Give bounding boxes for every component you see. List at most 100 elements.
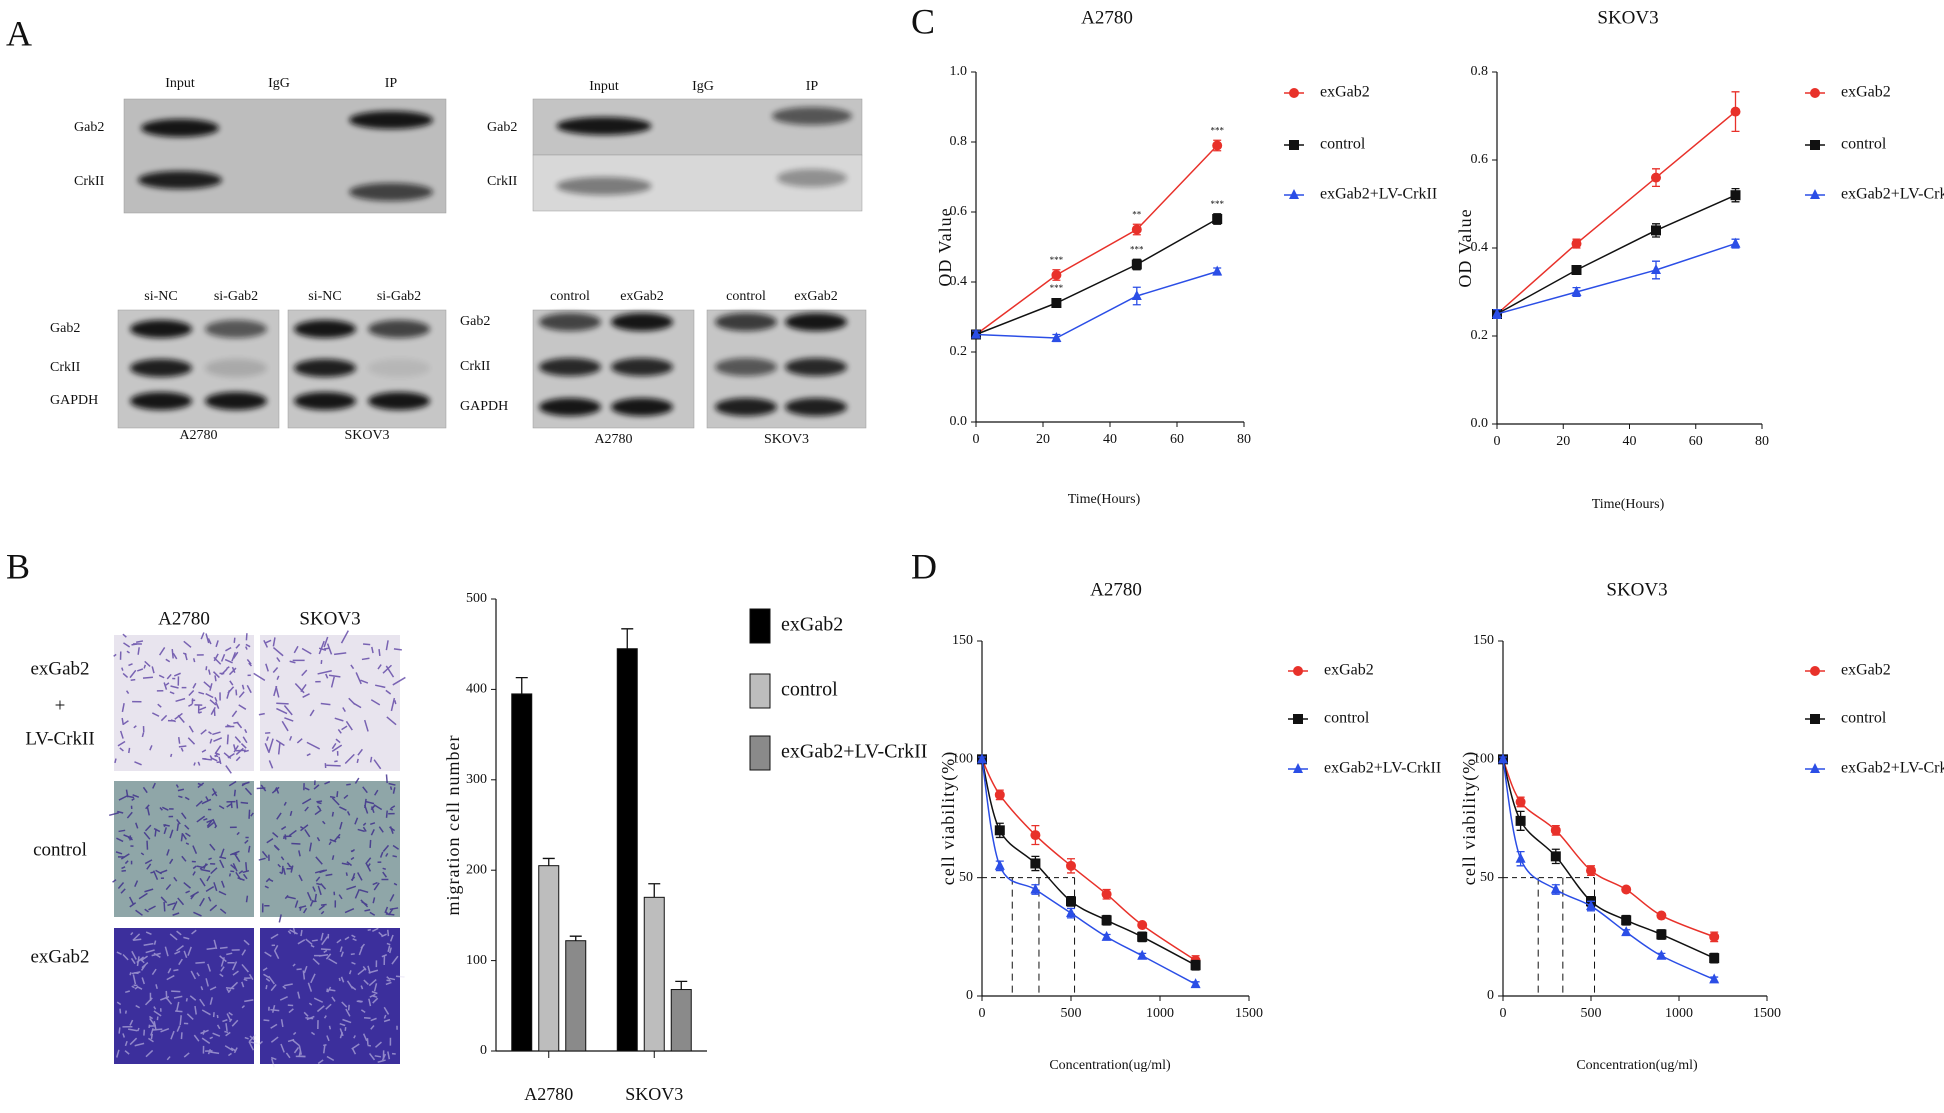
micrograph-cell [231,652,237,662]
micrograph-cell [212,1032,221,1037]
micrograph-cell [386,976,391,981]
micrograph-cell [220,880,225,888]
micrograph-cell [167,902,176,907]
x-tick-label: 500 [1061,1006,1082,1021]
micrograph-cell [276,657,281,663]
micrograph-cell [266,838,274,844]
micrograph-cell [369,839,372,848]
micrograph-cell [149,1015,154,1020]
micrograph-cell [207,638,212,645]
micrograph-cell [160,896,168,904]
y-tick-label: 0.2 [1471,328,1489,343]
micrograph-cell [289,929,298,935]
micrograph-cell [228,873,232,877]
legend-swatch [749,673,771,709]
micrograph-cell [118,1027,121,1034]
error-bar [515,676,528,694]
micrograph-cell [244,839,249,844]
micrograph-cell [233,789,236,797]
panel-letter: D [911,546,937,586]
micrograph-cell [134,986,139,990]
micrograph-cell [158,647,166,656]
micrograph-cell [367,965,371,974]
micrograph-cell [177,897,185,906]
micrograph-cell [353,702,362,709]
micrograph-cell [342,1018,352,1024]
micrograph-cell [359,889,369,894]
micrograph-cell [227,988,232,994]
micrograph-cell [225,1031,231,1037]
micrograph-cell [215,701,220,709]
micrograph-cell [392,676,406,686]
micrograph-cell [122,672,129,678]
micrograph-cell [246,684,252,694]
micrograph-cell [310,973,316,984]
micrograph-cell [371,646,374,654]
micrograph-cell [308,842,313,852]
micrograph-row-label: LV-CrkII [25,728,94,749]
series-line [975,270,1218,339]
micrograph-cell [219,908,227,915]
micrograph-cell [138,892,148,900]
micrograph-cell [178,958,183,966]
micrograph-cell [242,736,248,744]
micrograph-cell [265,663,269,672]
micrograph-cell [225,987,235,990]
micrograph-cell [345,1008,351,1017]
micrograph-cell [144,660,151,667]
micrograph-cell [373,804,383,811]
data-point [1586,865,1596,876]
micrograph-cell [231,666,236,674]
micrograph-cell [178,795,183,799]
micrograph-cell [314,893,318,901]
micrograph-cell [219,856,227,860]
micrograph-cell [129,1019,134,1026]
micrograph-cell [385,810,388,818]
significance-label: *** [1130,245,1144,255]
legend-label: exGab2+LV-CrkII [1324,760,1441,777]
micrograph-cell [209,1036,214,1040]
micrograph-cell [213,737,223,743]
micrograph-cell [326,1035,330,1042]
y-axis-label: OD Value [935,207,955,286]
blot-column-label: IP [806,79,819,94]
micrograph-texture [256,774,400,923]
legend-marker [1289,140,1299,150]
micrograph-cell [320,702,331,706]
data-point [1137,931,1148,942]
series-line [1496,111,1736,315]
micrograph-cell [122,720,129,725]
micrograph-cell [388,782,396,786]
data-point [1515,796,1526,807]
data-point [1621,884,1632,895]
micrograph-cell [248,1041,255,1051]
micrograph-cell [351,961,356,965]
micrograph-cell [272,637,276,647]
data-point [1030,883,1041,894]
micrograph-cell [207,821,215,829]
micrograph-cell [385,981,392,986]
y-tick-label: 400 [466,682,487,697]
data-point [1656,910,1667,921]
micrograph-cell [134,880,139,887]
micrograph-cell [273,685,278,697]
micrograph-cell [243,873,248,880]
micrograph-cell [126,650,130,654]
micrograph-cell [338,894,343,900]
micrograph-cell [174,712,183,720]
x-tick-label: 60 [1689,434,1703,449]
micrograph-cell [184,824,190,830]
micrograph-cell [362,826,367,832]
micrograph-cell [297,991,301,999]
legend-marker [1810,189,1820,199]
micrograph-cell [236,721,243,729]
micrograph-cell [228,667,237,676]
micrograph-cell [296,738,303,744]
y-tick-label: 0.4 [950,274,968,289]
blot-band [349,183,433,201]
significance-label: *** [1210,199,1224,209]
micrograph-cell [249,1035,257,1042]
micrograph-cell [194,1005,197,1015]
micrograph-cell [117,882,125,890]
micrograph-cell [331,855,335,860]
